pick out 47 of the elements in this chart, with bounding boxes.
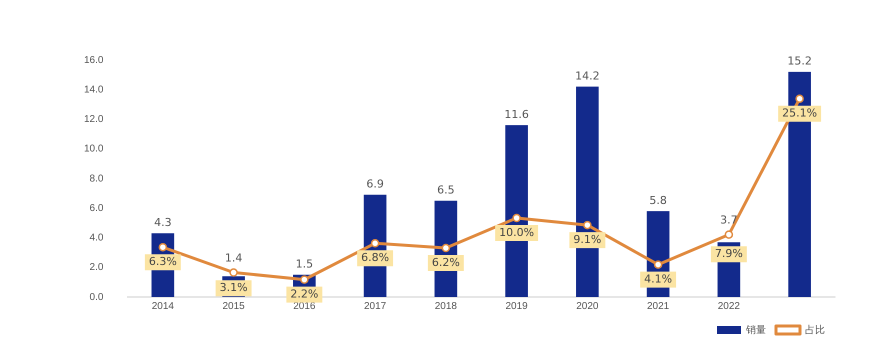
point (512, 214, 521, 222)
data-label: 2.2% (290, 287, 318, 300)
data-label: 4.3 (154, 216, 172, 230)
y-tick-label: 4.0 (90, 232, 104, 244)
y-tick-label: 6.0 (90, 202, 104, 214)
x-tick-label: 2020 (576, 300, 599, 312)
data-label: 5.8 (649, 194, 667, 207)
point (442, 244, 450, 252)
x-tick-label: 2022 (718, 300, 740, 312)
data-label: 25.1% (782, 106, 818, 120)
legend-label: 占比 (805, 324, 825, 336)
data-label: 3.1% (220, 281, 248, 294)
point (795, 94, 804, 103)
point (654, 260, 662, 269)
data-label: 1.4 (224, 251, 242, 264)
data-label: 11.6 (504, 108, 529, 122)
data-label: 6.2% (432, 256, 460, 269)
point (229, 268, 238, 277)
y-tick-label: 0.0 (90, 292, 104, 303)
y-tick-label: 16.0 (84, 54, 104, 66)
data-label: 9.1% (573, 232, 602, 246)
data-label: 15.2 (787, 54, 812, 68)
y-tick-label: 8.0 (90, 173, 104, 184)
data-label: 6.3% (148, 255, 177, 268)
legend-label: 销量 (745, 324, 766, 336)
point (583, 220, 592, 230)
data-label: 6.8% (361, 251, 390, 264)
point (724, 230, 734, 239)
data-label: 1.5 (296, 258, 314, 271)
point (370, 239, 380, 248)
data-label: 7.9% (714, 247, 743, 260)
y-tick-label: 12.0 (84, 114, 104, 125)
x-tick-label: 2017 (364, 300, 387, 312)
data-label: 10.0% (499, 226, 534, 239)
x-tick-label: 2021 (646, 300, 670, 312)
x-tick-label: 2015 (222, 300, 246, 312)
x-tick-label: 2014 (152, 300, 174, 312)
y-tick-label: 2.0 (90, 262, 104, 274)
data-label: 4.1% (644, 272, 672, 286)
point (158, 242, 168, 252)
x-tick-label: 2018 (434, 300, 458, 312)
data-label: 6.5 (437, 184, 455, 197)
data-label: 6.9 (366, 178, 384, 191)
y-tick-label: 10.0 (84, 144, 104, 155)
y-tick-label: 14.0 (84, 84, 104, 96)
x-tick-label: 2019 (505, 300, 528, 312)
data-label: 14.2 (575, 70, 600, 83)
